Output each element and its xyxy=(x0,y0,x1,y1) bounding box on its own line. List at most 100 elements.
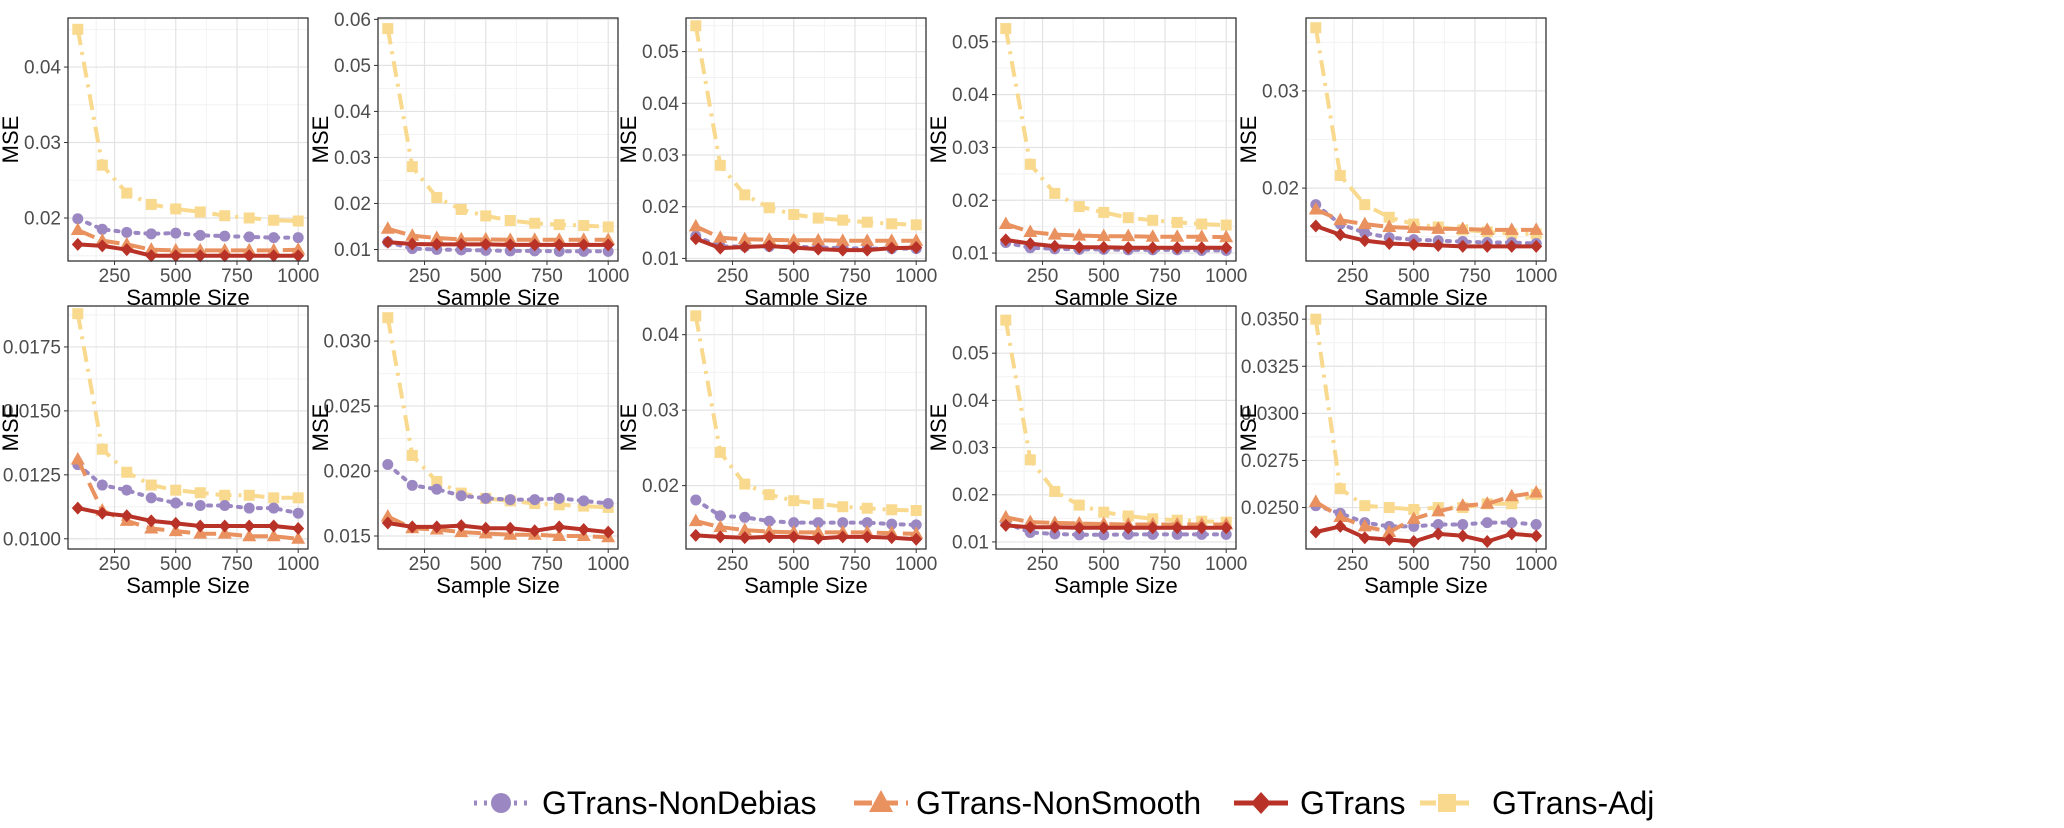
x-tick-label: 250 xyxy=(717,554,749,575)
data-point xyxy=(910,519,922,531)
data-point xyxy=(168,242,183,256)
data-point xyxy=(577,523,590,537)
data-point xyxy=(406,479,418,491)
data-point xyxy=(885,241,898,255)
legend-key-marker xyxy=(491,793,511,813)
data-point xyxy=(1196,528,1208,540)
data-point xyxy=(1309,525,1322,539)
data-point xyxy=(1383,237,1396,251)
y-axis-label: MSE xyxy=(926,116,951,164)
data-point xyxy=(998,216,1013,230)
data-point xyxy=(406,237,419,251)
panel-border xyxy=(377,17,619,262)
x-tick-label: 500 xyxy=(778,266,810,287)
data-point xyxy=(242,528,257,542)
x-tick-label: 1000 xyxy=(1515,266,1557,287)
legend-key-marker xyxy=(1438,794,1456,812)
data-point xyxy=(480,492,492,504)
x-tick-label: 250 xyxy=(1027,266,1059,287)
series-line xyxy=(387,240,609,247)
x-tick-label: 750 xyxy=(1149,554,1181,575)
data-point xyxy=(479,521,492,535)
data-point xyxy=(577,238,590,252)
data-point xyxy=(219,500,231,512)
data-point xyxy=(1334,228,1347,242)
data-point xyxy=(169,249,182,263)
legend-label: GTrans xyxy=(1300,785,1406,821)
data-point xyxy=(910,241,923,255)
data-point xyxy=(218,249,231,263)
x-tick-label: 750 xyxy=(839,554,871,575)
data-point xyxy=(406,449,418,461)
data-point xyxy=(1073,499,1085,511)
y-axis-label: MSE xyxy=(616,116,641,164)
series-GTrans-NonSmooth xyxy=(1308,201,1544,235)
data-point xyxy=(1529,222,1544,235)
data-point xyxy=(713,230,728,243)
data-point xyxy=(381,516,394,530)
data-point xyxy=(1504,488,1519,502)
data-point xyxy=(860,233,875,246)
data-point xyxy=(1310,22,1322,34)
data-point xyxy=(381,235,394,249)
data-point xyxy=(763,530,776,544)
data-point xyxy=(1023,224,1038,237)
data-point xyxy=(145,198,157,210)
x-tick-label: 250 xyxy=(1337,266,1369,287)
series-line xyxy=(1314,207,1537,232)
data-point xyxy=(1530,239,1543,253)
y-tick-label: 0.0275 xyxy=(1241,451,1299,472)
y-axis-label: MSE xyxy=(616,404,641,452)
data-point xyxy=(455,519,468,533)
series-line xyxy=(385,462,611,506)
series-line xyxy=(75,216,301,240)
data-point xyxy=(1147,528,1159,540)
y-tick-label: 0.02 xyxy=(334,194,371,215)
data-point xyxy=(96,239,109,253)
y-tick-label: 0.01 xyxy=(952,244,989,265)
data-point xyxy=(70,451,85,465)
panel-border xyxy=(377,305,619,550)
y-axis-label: MSE xyxy=(926,404,951,452)
data-point xyxy=(788,517,800,529)
data-point xyxy=(1359,199,1371,211)
data-point xyxy=(1171,528,1183,540)
data-point xyxy=(714,446,726,458)
data-point xyxy=(406,520,419,534)
data-point xyxy=(1333,212,1348,226)
data-point xyxy=(811,524,826,538)
x-tick-label: 500 xyxy=(1088,266,1120,287)
data-point xyxy=(837,501,849,513)
data-point xyxy=(1455,498,1470,511)
legend-label: GTrans-NonDebias xyxy=(542,785,816,821)
data-point xyxy=(602,498,614,510)
data-point xyxy=(714,159,726,171)
data-point xyxy=(1383,211,1395,223)
series-GTrans-NonSmooth xyxy=(998,216,1234,243)
series-line xyxy=(695,236,917,253)
data-point xyxy=(1480,222,1495,235)
chart-panel-3: 250 500 750 10000.010.020.030.040.05Sample … xyxy=(616,17,937,310)
series-line xyxy=(77,242,299,258)
data-point xyxy=(1457,519,1469,531)
data-point xyxy=(690,20,702,32)
x-tick-label: 1000 xyxy=(1205,266,1247,287)
data-point xyxy=(268,502,280,514)
data-point xyxy=(861,530,874,544)
y-tick-label: 0.030 xyxy=(323,332,371,353)
series-GTrans xyxy=(1309,219,1543,253)
data-point xyxy=(194,519,207,533)
data-point xyxy=(1220,521,1233,535)
data-point xyxy=(431,483,443,495)
series-GTrans xyxy=(689,232,923,257)
x-tick-label: 750 xyxy=(221,266,253,287)
chart-panel-4: 250 500 750 10000.010.020.030.040.05Sample … xyxy=(926,17,1247,310)
data-point xyxy=(431,475,443,487)
data-point xyxy=(405,228,420,241)
series-line xyxy=(1313,318,1537,512)
x-tick-label: 750 xyxy=(1149,266,1181,287)
y-tick-label: 0.04 xyxy=(24,58,61,79)
x-tick-label: 250 xyxy=(99,554,131,575)
data-point xyxy=(1171,521,1184,535)
data-point xyxy=(1357,518,1372,532)
